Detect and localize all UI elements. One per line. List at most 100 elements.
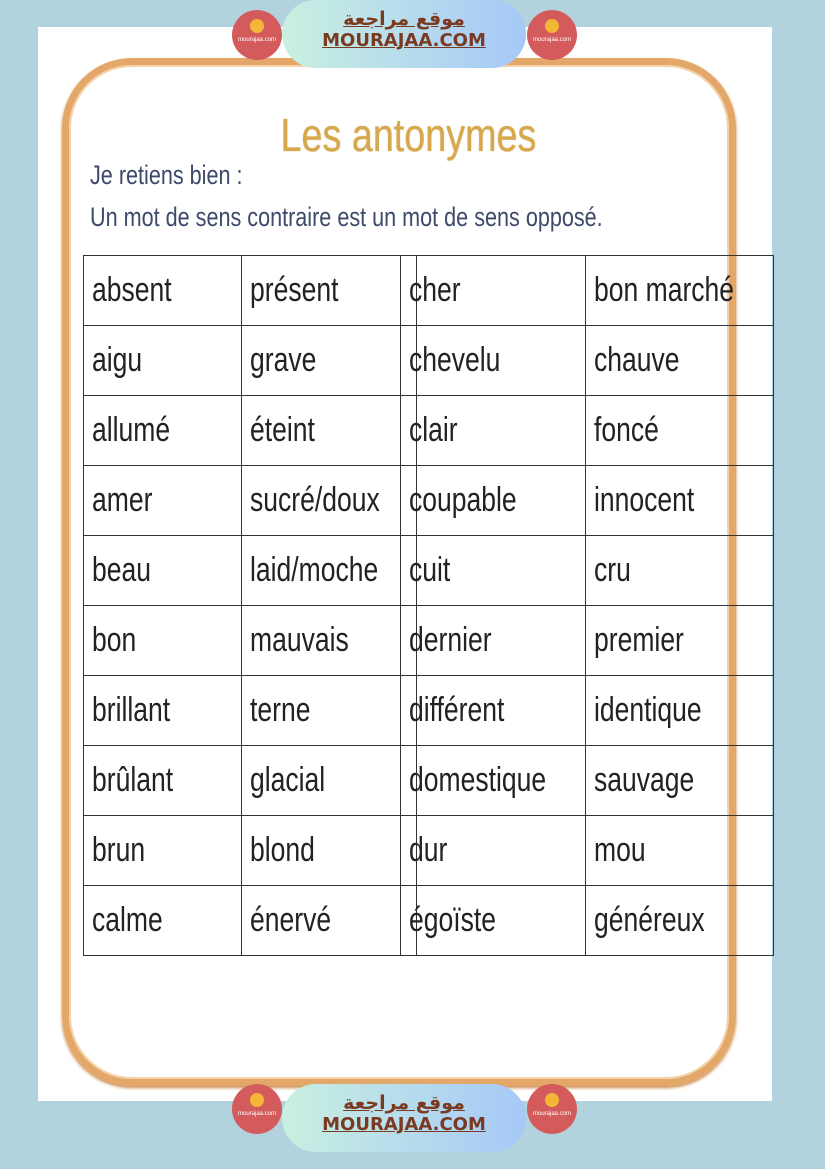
- table-row: cher bon marché: [400, 255, 775, 326]
- table-row: bon mauvais: [83, 605, 418, 676]
- cell-text: beau: [92, 551, 151, 589]
- word-cell: calme: [83, 885, 242, 956]
- antonym-cell: terne: [240, 675, 418, 746]
- cell-text: glacial: [250, 761, 326, 799]
- banner-site: MOURAJAA.COM: [322, 1114, 486, 1135]
- cell-text: brun: [92, 831, 146, 869]
- word-cell: absent: [83, 255, 242, 326]
- cell-text: différent: [409, 691, 505, 729]
- banner-arabic: موقع مراجعة: [343, 1092, 465, 1114]
- page-title: Les antonymes: [280, 109, 537, 161]
- table-row: allumé éteint: [83, 395, 418, 466]
- cell-text: allumé: [92, 411, 171, 449]
- antonym-cell: premier: [584, 605, 775, 676]
- top-banner[interactable]: موقع مراجعة MOURAJAA.COM: [282, 0, 526, 68]
- cell-text: cuit: [409, 551, 451, 589]
- word-cell: brûlant: [83, 745, 242, 816]
- word-cell: brun: [83, 815, 242, 886]
- table-row: aigu grave: [83, 325, 418, 396]
- antonym-cell: généreux: [584, 885, 775, 956]
- word-cell: égoïste: [400, 885, 586, 956]
- cell-text: sucré/doux: [250, 481, 380, 519]
- cell-text: dur: [409, 831, 448, 869]
- cell-text: laid/moche: [250, 551, 379, 589]
- cell-text: généreux: [593, 901, 705, 939]
- bottom-banner[interactable]: موقع مراجعة MOURAJAA.COM: [282, 1084, 526, 1152]
- antonym-cell: mauvais: [240, 605, 418, 676]
- table-row: domestique sauvage: [400, 745, 775, 816]
- antonym-cell: cru: [584, 535, 775, 606]
- antonyms-table-left: absent présent aigu grave allumé éteint amer su…: [83, 255, 418, 956]
- table-row: beau laid/moche: [83, 535, 418, 606]
- cell-text: chevelu: [409, 341, 501, 379]
- word-cell: clair: [400, 395, 586, 466]
- cell-text: innocent: [593, 481, 695, 519]
- word-cell: amer: [83, 465, 242, 536]
- table-row: dernier premier: [400, 605, 775, 676]
- cell-text: grave: [250, 341, 317, 379]
- word-cell: domestique: [400, 745, 586, 816]
- antonym-cell: présent: [240, 255, 418, 326]
- table-row: calme énervé: [83, 885, 418, 956]
- word-cell: chevelu: [400, 325, 586, 396]
- antonym-cell: éteint: [240, 395, 418, 466]
- table-row: chevelu chauve: [400, 325, 775, 396]
- table-row: coupable innocent: [400, 465, 775, 536]
- antonym-cell: grave: [240, 325, 418, 396]
- antonym-cell: chauve: [584, 325, 775, 396]
- table-row: clair foncé: [400, 395, 775, 466]
- cell-text: égoïste: [409, 901, 496, 939]
- cell-text: mauvais: [250, 621, 349, 659]
- word-cell: différent: [400, 675, 586, 746]
- cell-text: absent: [92, 271, 172, 309]
- cell-text: bon marché: [593, 271, 734, 309]
- antonym-cell: énervé: [240, 885, 418, 956]
- word-cell: allumé: [83, 395, 242, 466]
- antonym-cell: blond: [240, 815, 418, 886]
- table-row: brun blond: [83, 815, 418, 886]
- antonym-cell: sucré/doux: [240, 465, 418, 536]
- cell-text: amer: [92, 481, 153, 519]
- subtitle-retiens: Je retiens bien :: [90, 160, 243, 190]
- cell-text: éteint: [250, 411, 315, 449]
- logo-icon: mourajaa.com: [232, 10, 282, 60]
- cell-text: domestique: [409, 761, 547, 799]
- cell-text: dernier: [409, 621, 492, 659]
- antonym-cell: innocent: [584, 465, 775, 536]
- table-row: absent présent: [83, 255, 418, 326]
- cell-text: clair: [409, 411, 458, 449]
- cell-text: sauvage: [593, 761, 695, 799]
- antonym-cell: mou: [584, 815, 775, 886]
- table-row: différent identique: [400, 675, 775, 746]
- cell-text: bon: [92, 621, 137, 659]
- antonym-cell: identique: [584, 675, 775, 746]
- banner-arabic: موقع مراجعة: [343, 8, 465, 30]
- cell-text: chauve: [593, 341, 680, 379]
- cell-text: premier: [593, 621, 684, 659]
- cell-text: présent: [250, 271, 339, 309]
- subtitle-definition: Un mot de sens contraire est un mot de s…: [90, 202, 603, 232]
- word-cell: aigu: [83, 325, 242, 396]
- cell-text: mou: [593, 831, 646, 869]
- table-row: brûlant glacial: [83, 745, 418, 816]
- table-row: amer sucré/doux: [83, 465, 418, 536]
- word-cell: bon: [83, 605, 242, 676]
- antonym-cell: glacial: [240, 745, 418, 816]
- word-cell: beau: [83, 535, 242, 606]
- cell-text: blond: [250, 831, 315, 869]
- antonyms-table-right: cher bon marché chevelu chauve clair foncé cou…: [400, 255, 775, 956]
- logo-text: mourajaa.com: [532, 1111, 571, 1117]
- logo-text: mourajaa.com: [237, 1111, 276, 1117]
- logo-icon: mourajaa.com: [527, 10, 577, 60]
- cell-text: brûlant: [92, 761, 174, 799]
- cell-text: coupable: [409, 481, 517, 519]
- table-row: cuit cru: [400, 535, 775, 606]
- cell-text: identique: [593, 691, 702, 729]
- word-cell: brillant: [83, 675, 242, 746]
- cell-text: aigu: [92, 341, 143, 379]
- word-cell: coupable: [400, 465, 586, 536]
- logo-text: mourajaa.com: [532, 37, 571, 43]
- antonym-cell: foncé: [584, 395, 775, 466]
- word-cell: cher: [400, 255, 586, 326]
- word-cell: dernier: [400, 605, 586, 676]
